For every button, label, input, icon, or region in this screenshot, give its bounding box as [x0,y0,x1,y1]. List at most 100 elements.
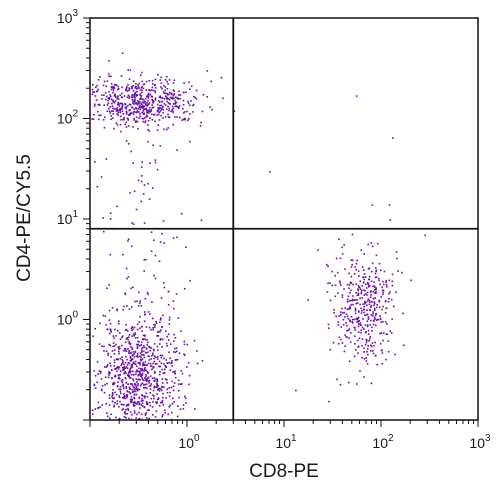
data-point [96,381,98,384]
data-point [349,305,351,308]
data-point [350,289,352,292]
data-point [129,109,131,111]
data-point [105,350,108,352]
data-point [135,103,138,105]
data-point [135,83,137,85]
data-point [132,126,134,128]
data-point [133,382,136,385]
data-point [125,113,128,115]
data-point [341,296,344,299]
data-point [370,344,372,347]
data-point [145,114,148,116]
data-point [351,264,353,266]
data-point [388,204,391,206]
data-point [370,294,372,296]
data-point [94,95,97,97]
data-point [156,398,159,401]
data-point [189,113,191,115]
data-point [333,309,335,311]
data-point [94,103,96,106]
data-point [384,321,387,323]
data-point [127,69,129,71]
data-point [137,362,140,364]
data-point [162,106,164,109]
data-point [184,397,187,399]
data-point [358,286,361,289]
data-point [165,95,167,97]
data-point [151,301,153,303]
data-point [349,341,352,344]
data-point [138,100,140,103]
data-point [121,409,123,411]
data-point [346,301,349,303]
data-point [164,409,166,411]
data-point [105,98,107,101]
data-point [92,409,94,412]
data-point [168,395,171,397]
data-point [119,94,121,96]
data-point [124,361,127,364]
data-point [124,371,126,373]
data-point [176,350,178,353]
data-point [180,330,182,332]
data-point [337,324,340,326]
data-point [169,91,171,94]
data-point [127,383,129,385]
data-point [371,326,373,329]
data-point [154,87,157,89]
data-point [105,366,108,368]
data-point [151,406,154,408]
data-point [172,389,175,392]
data-point [137,85,140,88]
data-point [369,291,372,293]
data-point [119,357,121,360]
data-point [113,349,116,351]
data-point [125,386,128,388]
data-point [162,109,164,111]
data-point [97,407,99,409]
data-point [171,96,174,99]
data-point [337,342,340,345]
data-point [138,403,140,406]
data-point [124,341,127,344]
data-point [147,376,150,379]
data-point [128,97,130,99]
data-point [132,286,134,289]
data-point [135,417,137,419]
data-point [387,340,390,342]
data-point [153,349,155,352]
data-point [340,338,342,341]
data-point [131,106,133,109]
data-point [341,253,344,255]
data-point [186,343,189,346]
data-point [148,130,151,132]
data-point [357,331,360,333]
data-point [117,368,120,370]
data-point [360,291,363,293]
data-point [379,332,381,335]
data-point [132,379,135,382]
data-point [114,374,117,377]
data-point [341,312,344,314]
data-point [161,378,164,380]
data-point [183,91,185,94]
data-point [133,386,135,389]
data-point [131,87,133,90]
data-point [118,395,121,397]
data-point [136,110,138,112]
data-point [135,355,138,358]
data-point [117,381,119,383]
data-point [147,409,149,411]
data-point [94,387,97,389]
data-point [222,97,224,100]
data-point [91,88,94,91]
data-point [129,343,131,346]
data-point [140,356,142,359]
data-point [182,103,185,106]
data-point [352,303,354,306]
data-point [179,97,181,100]
data-point [105,403,107,405]
data-point [141,80,144,83]
data-point [117,101,119,104]
data-point [160,317,162,319]
